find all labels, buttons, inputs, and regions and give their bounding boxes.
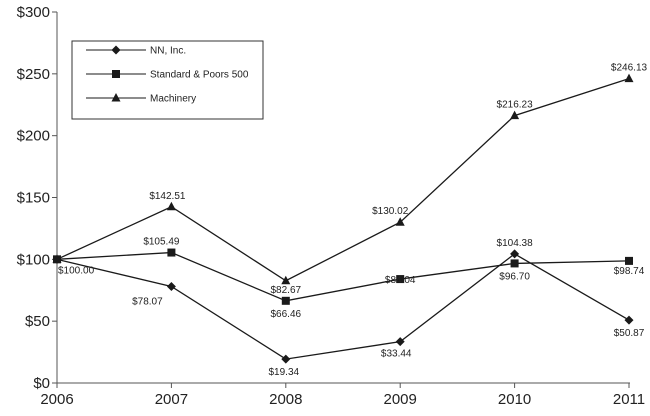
x-tick-label: 2007 bbox=[155, 391, 188, 408]
data-point-triangle bbox=[166, 201, 176, 211]
data-label: $50.87 bbox=[614, 328, 645, 339]
data-label: $104.38 bbox=[497, 238, 534, 249]
x-tick-label: 2010 bbox=[498, 391, 531, 408]
y-tick-label: $150 bbox=[17, 190, 50, 207]
data-point-triangle bbox=[281, 275, 291, 285]
data-point-diamond bbox=[166, 281, 176, 291]
legend-label: NN, Inc. bbox=[150, 46, 186, 57]
data-point-triangle bbox=[395, 217, 405, 226]
data-point-diamond bbox=[510, 249, 520, 259]
data-point-square bbox=[281, 296, 290, 305]
data-label: $82.67 bbox=[271, 285, 302, 296]
series-line bbox=[56, 251, 630, 302]
data-point-diamond bbox=[281, 354, 291, 364]
data-labels: $100.00 $78.07 $19.34 $33.44 $104.38 $50.87 $1… bbox=[58, 63, 648, 378]
data-label: $84.04 bbox=[385, 275, 416, 286]
y-tick-label: $50 bbox=[25, 313, 50, 330]
data-point-triangle bbox=[510, 110, 520, 120]
legend-box bbox=[71, 40, 264, 120]
series-layer bbox=[52, 73, 634, 364]
data-label: $142.51 bbox=[149, 191, 186, 202]
y-tick-label: $100 bbox=[17, 251, 50, 268]
data-label: $105.49 bbox=[143, 237, 180, 248]
data-label: $130.02 bbox=[372, 206, 409, 217]
legend-marker-triangle bbox=[111, 93, 121, 102]
axes: $0 $50 $100 $150 $200 $250 $300 2006 2007 2008 200… bbox=[17, 4, 646, 408]
y-tick-label: $0 bbox=[33, 375, 50, 392]
legend-marker-diamond bbox=[111, 45, 121, 55]
x-tick-label: 2011 bbox=[613, 391, 645, 408]
data-label: $246.13 bbox=[611, 63, 648, 74]
data-label: $33.44 bbox=[381, 349, 412, 360]
data-point-square bbox=[167, 248, 176, 257]
data-point-triangle bbox=[52, 254, 62, 263]
legend-item: Standard & Poors 500 bbox=[86, 70, 249, 81]
legend: NN, Inc. Standard & Poors 500 Machinery bbox=[71, 40, 264, 120]
y-tick-label: $200 bbox=[17, 128, 50, 145]
data-label: $19.34 bbox=[269, 367, 300, 378]
series-triangle bbox=[52, 73, 634, 285]
data-point-diamond bbox=[395, 337, 405, 347]
data-label: $96.70 bbox=[499, 271, 530, 282]
x-tick-label: 2008 bbox=[269, 391, 302, 408]
legend-marker-square bbox=[112, 70, 120, 78]
data-label: $216.23 bbox=[497, 100, 534, 111]
series-line bbox=[56, 78, 630, 282]
legend-item: Machinery bbox=[86, 93, 196, 105]
y-tick-label: $250 bbox=[17, 66, 50, 83]
series-line bbox=[56, 253, 630, 360]
legend-label: Standard & Poors 500 bbox=[150, 70, 249, 81]
data-point-square bbox=[510, 259, 519, 268]
data-point-square bbox=[396, 275, 405, 284]
data-label: $78.07 bbox=[132, 296, 163, 307]
data-point-triangle bbox=[624, 73, 634, 83]
data-label: $100.00 bbox=[58, 265, 95, 276]
data-label: $98.74 bbox=[614, 266, 645, 277]
legend-item: NN, Inc. bbox=[86, 45, 186, 57]
y-tick-label: $300 bbox=[17, 4, 50, 21]
data-point-diamond bbox=[624, 315, 634, 325]
data-label: $66.46 bbox=[271, 309, 302, 320]
x-tick-label: 2009 bbox=[384, 391, 417, 408]
data-point-square bbox=[625, 256, 633, 265]
legend-label: Machinery bbox=[150, 94, 196, 105]
x-tick-label: 2006 bbox=[40, 391, 73, 408]
